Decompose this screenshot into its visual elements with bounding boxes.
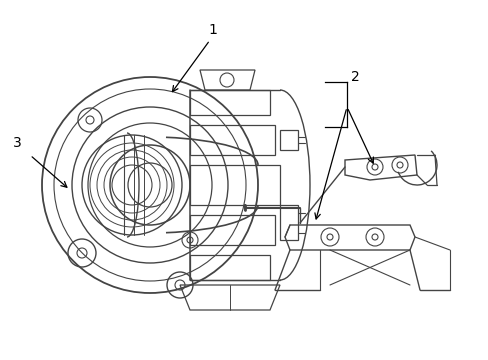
Text: 2: 2	[350, 70, 359, 84]
Text: 3: 3	[13, 136, 21, 150]
Text: 1: 1	[208, 23, 217, 37]
